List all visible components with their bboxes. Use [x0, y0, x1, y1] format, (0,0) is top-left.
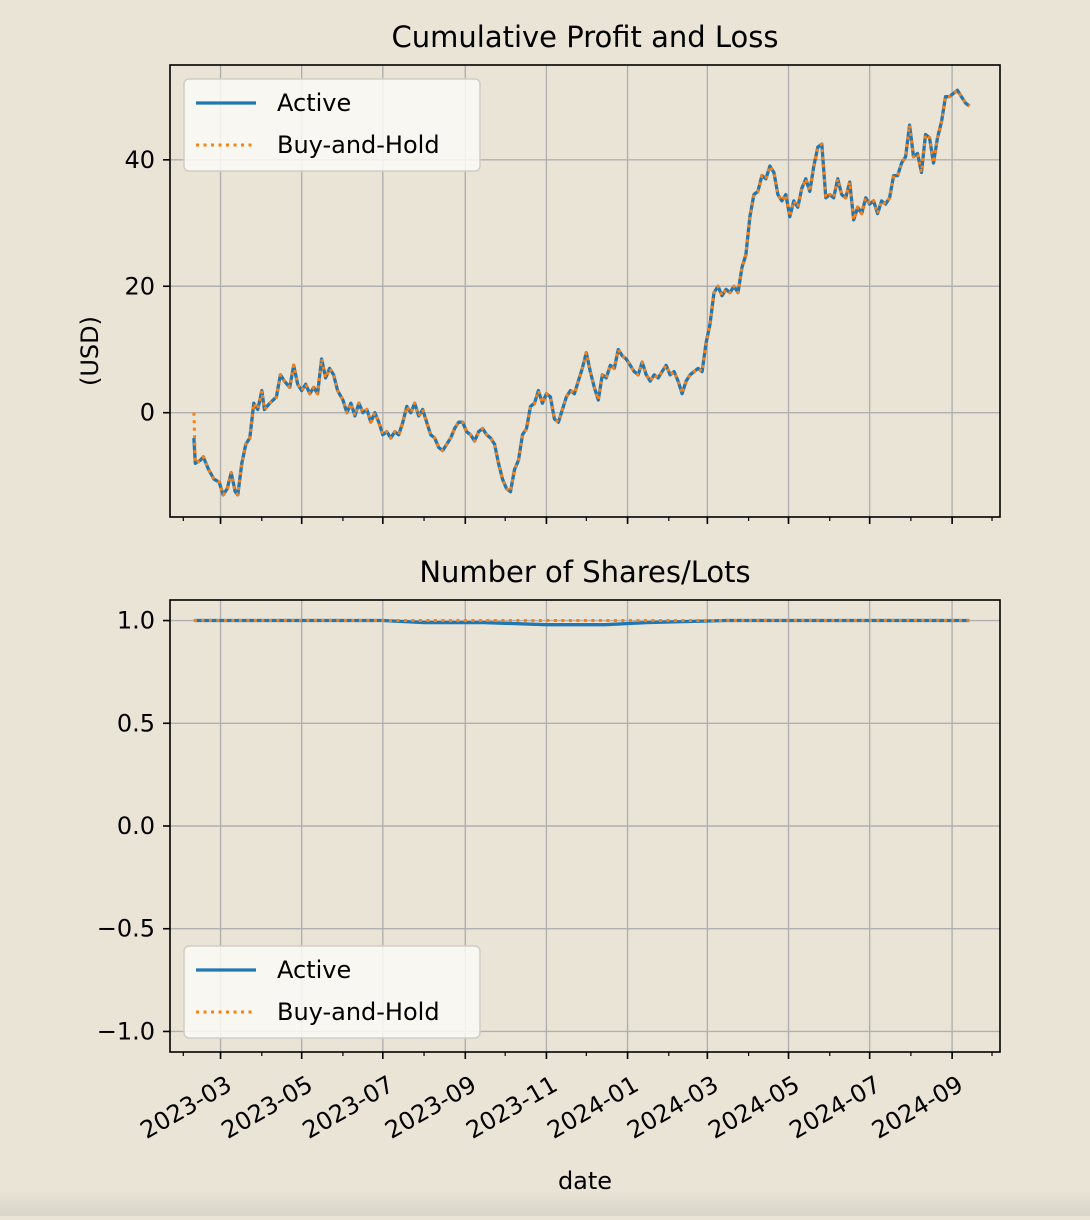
shares-legend-label-0: Active — [277, 956, 351, 984]
pnl-legend: Active Buy-and-Hold — [183, 78, 481, 172]
xtick-label-2024-09: 2024-09 — [867, 1070, 968, 1144]
shares-panel: 2023-032023-052023-072023-092023-112024-… — [97, 555, 1001, 1195]
shares-ytick-label-0: −1.0 — [97, 1017, 155, 1045]
xtick-label-2024-05: 2024-05 — [703, 1070, 804, 1144]
xtick-label-2023-05: 2023-05 — [217, 1070, 318, 1144]
shares-title: Number of Shares/Lots — [419, 555, 750, 589]
pnl-axes-frame — [169, 64, 1001, 518]
pnl-ytick-label-1: 20 — [124, 272, 155, 300]
shares-legend-box — [183, 945, 481, 1039]
shares-ytick-label-3: 0.5 — [117, 709, 155, 737]
pnl-ytick-label-2: 40 — [124, 146, 155, 174]
xtick-label-2024-07: 2024-07 — [785, 1070, 886, 1144]
xtick-label-2024-03: 2024-03 — [622, 1070, 723, 1144]
pnl-series-buy-and-hold-line — [192, 88, 971, 497]
pnl-legend-label-1: Buy-and-Hold — [277, 131, 440, 159]
pnl-legend-box — [183, 78, 481, 172]
window-bottom-edge — [0, 1190, 1090, 1216]
pnl-ytick-label-0: 0 — [140, 399, 155, 427]
shares-legend: Active Buy-and-Hold — [183, 945, 481, 1039]
xtick-label-2023-09: 2023-09 — [380, 1070, 481, 1144]
shares-ytick-label-4: 1.0 — [117, 607, 155, 635]
shares-ytick-label-1: −0.5 — [97, 915, 155, 943]
shares-legend-label-1: Buy-and-Hold — [277, 998, 440, 1026]
xtick-label-2024-01: 2024-01 — [543, 1070, 644, 1144]
shares-ytick-label-2: 0.0 — [117, 812, 155, 840]
pnl-panel: 0 20 40 Cumulative Profit and Loss (USD) Acti… — [76, 20, 1001, 524]
pnl-title: Cumulative Profit and Loss — [392, 20, 779, 54]
pnl-legend-label-0: Active — [277, 89, 351, 117]
pnl-ylabel: (USD) — [76, 316, 104, 386]
xtick-label-2023-07: 2023-07 — [298, 1070, 399, 1144]
xtick-label-2023-11: 2023-11 — [461, 1070, 562, 1144]
xtick-label-2023-03: 2023-03 — [135, 1070, 236, 1144]
